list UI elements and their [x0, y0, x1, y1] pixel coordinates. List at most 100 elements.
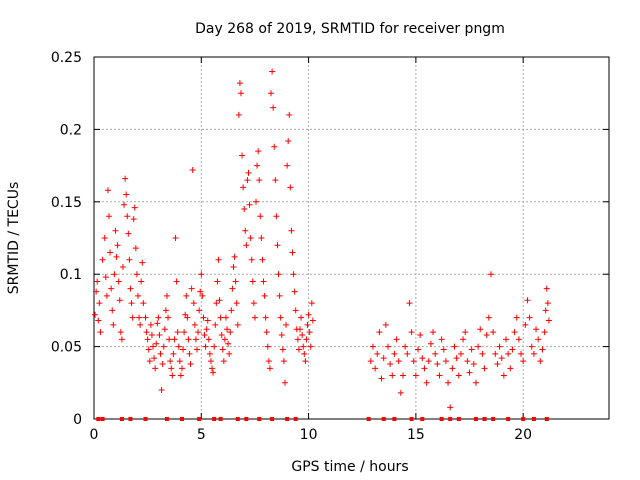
- data-point: [114, 242, 121, 249]
- data-point: [264, 343, 271, 350]
- data-point: [213, 300, 220, 307]
- data-point: [541, 329, 548, 336]
- data-point: [543, 285, 550, 292]
- data-point: [185, 336, 192, 343]
- x-tick-label: 5: [197, 427, 206, 443]
- data-point: [470, 360, 477, 367]
- data-point: [526, 314, 533, 321]
- data-point: [273, 213, 280, 220]
- data-point: [132, 245, 139, 252]
- baseline-marker: [164, 417, 169, 421]
- data-point: [236, 80, 243, 87]
- baseline-marker: [456, 417, 461, 421]
- baseline-marker: [285, 417, 290, 421]
- data-point: [222, 314, 229, 321]
- data-point: [255, 148, 262, 155]
- data-point: [537, 358, 544, 365]
- data-point: [196, 307, 203, 314]
- data-point: [298, 314, 305, 321]
- data-point: [190, 300, 197, 307]
- data-point: [427, 340, 434, 347]
- data-point: [382, 321, 389, 328]
- baseline-markers: [96, 417, 549, 421]
- data-point: [139, 259, 146, 266]
- data-point: [118, 336, 125, 343]
- data-point: [289, 249, 296, 256]
- data-point: [518, 350, 525, 357]
- data-point: [153, 340, 160, 347]
- baseline-marker: [473, 417, 478, 421]
- data-point: [269, 68, 276, 75]
- data-point: [159, 360, 166, 367]
- data-point: [544, 300, 551, 307]
- data-point: [178, 365, 185, 372]
- data-point: [457, 350, 464, 357]
- data-point: [487, 271, 494, 278]
- data-point: [219, 346, 226, 353]
- data-point: [466, 369, 473, 376]
- data-point: [148, 332, 155, 339]
- baseline-marker: [392, 417, 397, 421]
- data-point: [306, 329, 313, 336]
- data-point: [145, 346, 152, 353]
- data-point: [130, 216, 137, 223]
- baseline-marker: [448, 417, 453, 421]
- data-point: [161, 326, 168, 333]
- data-point: [199, 292, 206, 299]
- data-point: [263, 329, 270, 336]
- data-point: [214, 278, 221, 285]
- data-point: [260, 278, 267, 285]
- data-point: [203, 326, 210, 333]
- data-point: [205, 336, 212, 343]
- data-point: [206, 350, 213, 357]
- data-point: [231, 253, 238, 260]
- data-point: [239, 152, 246, 159]
- data-point: [195, 329, 202, 336]
- baseline-marker: [491, 417, 496, 421]
- data-point: [513, 314, 520, 321]
- data-point: [447, 404, 454, 411]
- y-axis-label: SRMTID / TECUs: [6, 182, 22, 295]
- data-point: [460, 336, 467, 343]
- data-point: [503, 336, 509, 343]
- data-point: [138, 278, 145, 285]
- data-point: [406, 300, 413, 307]
- y-tick-label: 0: [73, 412, 82, 428]
- data-point: [146, 358, 153, 365]
- data-point: [274, 242, 281, 249]
- data-point: [307, 343, 314, 350]
- data-point: [125, 230, 132, 237]
- data-point: [262, 314, 269, 321]
- baseline-marker: [218, 417, 223, 421]
- data-point: [507, 365, 514, 372]
- data-point: [254, 162, 261, 169]
- data-point: [122, 175, 129, 182]
- data-point: [472, 379, 479, 386]
- baseline-marker: [544, 417, 549, 421]
- data-point: [442, 358, 449, 365]
- data-point: [417, 332, 424, 339]
- data-point: [116, 297, 123, 304]
- data-point: [423, 379, 430, 386]
- data-point: [286, 111, 293, 118]
- data-point: [209, 365, 216, 372]
- baseline-marker: [381, 417, 386, 421]
- data-point: [374, 350, 381, 357]
- data-point: [92, 311, 99, 318]
- axis-ticks: 0 5 10 15 20 0 0.05 0.1 0.15 0.2 0.25: [51, 50, 609, 443]
- data-point: [119, 263, 126, 270]
- data-point: [511, 329, 518, 336]
- data-point: [221, 336, 228, 343]
- data-point: [425, 358, 432, 365]
- data-point: [400, 372, 406, 379]
- data-point: [217, 314, 224, 321]
- data-point: [117, 329, 124, 336]
- data-point: [174, 329, 181, 336]
- data-point: [194, 346, 200, 353]
- data-point: [124, 213, 131, 220]
- data-point: [468, 346, 475, 353]
- y-tick-label: 0.1: [60, 267, 82, 283]
- data-point: [158, 387, 165, 394]
- data-point: [533, 326, 540, 333]
- data-point: [287, 184, 294, 191]
